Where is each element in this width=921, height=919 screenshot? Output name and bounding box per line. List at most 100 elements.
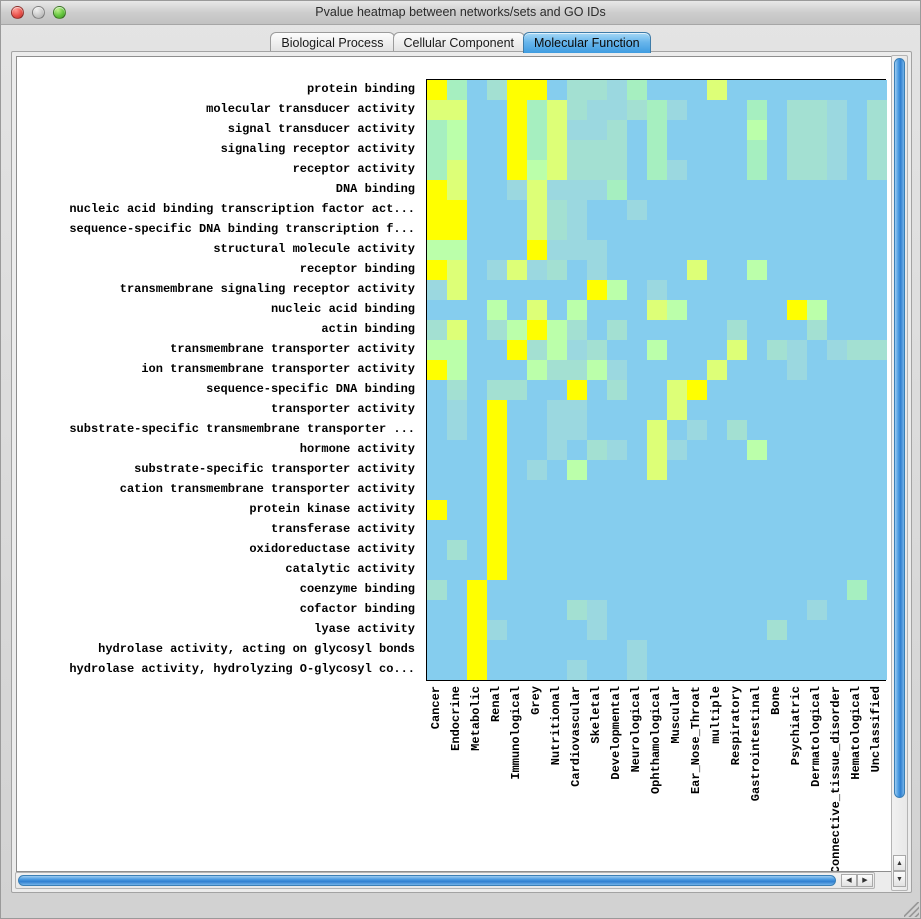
heatmap-cell[interactable]	[547, 240, 567, 260]
heatmap-cell[interactable]	[647, 220, 667, 240]
heatmap-cell[interactable]	[527, 300, 547, 320]
heatmap-cell[interactable]	[507, 460, 527, 480]
heatmap-cell[interactable]	[867, 200, 887, 220]
heatmap-cell[interactable]	[747, 340, 767, 360]
heatmap-cell[interactable]	[527, 120, 547, 140]
heatmap-cell[interactable]	[847, 160, 867, 180]
heatmap-cell[interactable]	[747, 160, 767, 180]
heatmap-cell[interactable]	[707, 240, 727, 260]
heatmap-cell[interactable]	[807, 240, 827, 260]
heatmap-cell[interactable]	[867, 620, 887, 640]
heatmap-cell[interactable]	[607, 320, 627, 340]
heatmap-cell[interactable]	[627, 340, 647, 360]
heatmap-cell[interactable]	[867, 80, 887, 100]
heatmap-cell[interactable]	[787, 480, 807, 500]
heatmap-cell[interactable]	[427, 560, 447, 580]
heatmap-cell[interactable]	[427, 600, 447, 620]
heatmap-cell[interactable]	[467, 640, 487, 660]
heatmap-cell[interactable]	[787, 440, 807, 460]
heatmap-cell[interactable]	[727, 640, 747, 660]
heatmap-cell[interactable]	[587, 460, 607, 480]
heatmap-cell[interactable]	[547, 540, 567, 560]
heatmap-cell[interactable]	[727, 320, 747, 340]
heatmap-cell[interactable]	[647, 320, 667, 340]
heatmap-cell[interactable]	[727, 160, 747, 180]
heatmap-cell[interactable]	[627, 580, 647, 600]
heatmap-cell[interactable]	[667, 240, 687, 260]
heatmap-cell[interactable]	[587, 300, 607, 320]
heatmap-cell[interactable]	[867, 100, 887, 120]
heatmap-cell[interactable]	[647, 560, 667, 580]
heatmap-cell[interactable]	[707, 520, 727, 540]
heatmap-cell[interactable]	[847, 220, 867, 240]
heatmap-cell[interactable]	[707, 160, 727, 180]
heatmap-cell[interactable]	[787, 380, 807, 400]
heatmap-cell[interactable]	[827, 340, 847, 360]
heatmap-cell[interactable]	[847, 340, 867, 360]
heatmap-cell[interactable]	[847, 420, 867, 440]
heatmap-cell[interactable]	[567, 240, 587, 260]
heatmap-cell[interactable]	[727, 360, 747, 380]
heatmap-cell[interactable]	[627, 220, 647, 240]
heatmap-cell[interactable]	[527, 80, 547, 100]
heatmap-cell[interactable]	[767, 620, 787, 640]
heatmap-cell[interactable]	[507, 420, 527, 440]
heatmap-cell[interactable]	[587, 580, 607, 600]
heatmap-cell[interactable]	[687, 580, 707, 600]
heatmap-cell[interactable]	[447, 440, 467, 460]
heatmap-cell[interactable]	[767, 260, 787, 280]
heatmap-cell[interactable]	[827, 300, 847, 320]
heatmap-cell[interactable]	[527, 100, 547, 120]
heatmap-cell[interactable]	[607, 580, 627, 600]
heatmap-cell[interactable]	[467, 620, 487, 640]
heatmap-cell[interactable]	[627, 120, 647, 140]
heatmap-cell[interactable]	[767, 520, 787, 540]
heatmap-cell[interactable]	[687, 640, 707, 660]
heatmap-cell[interactable]	[807, 640, 827, 660]
heatmap-cell[interactable]	[727, 340, 747, 360]
heatmap-cell[interactable]	[427, 540, 447, 560]
heatmap-cell[interactable]	[447, 660, 467, 680]
heatmap-cell[interactable]	[707, 400, 727, 420]
heatmap-cell[interactable]	[627, 140, 647, 160]
heatmap-cell[interactable]	[567, 200, 587, 220]
heatmap-cell[interactable]	[827, 260, 847, 280]
heatmap-cell[interactable]	[827, 440, 847, 460]
heatmap-cell[interactable]	[507, 100, 527, 120]
heatmap-cell[interactable]	[527, 200, 547, 220]
heatmap-cell[interactable]	[567, 440, 587, 460]
heatmap-cell[interactable]	[467, 660, 487, 680]
heatmap-cell[interactable]	[627, 100, 647, 120]
heatmap-cell[interactable]	[567, 80, 587, 100]
heatmap-cell[interactable]	[847, 120, 867, 140]
heatmap-cell[interactable]	[627, 420, 647, 440]
heatmap-cell[interactable]	[487, 560, 507, 580]
heatmap-cell[interactable]	[487, 340, 507, 360]
heatmap-cell[interactable]	[867, 240, 887, 260]
heatmap-cell[interactable]	[807, 280, 827, 300]
heatmap-cell[interactable]	[687, 380, 707, 400]
heatmap-cell[interactable]	[647, 180, 667, 200]
heatmap-cell[interactable]	[827, 200, 847, 220]
heatmap-cell[interactable]	[707, 260, 727, 280]
heatmap-cell[interactable]	[507, 140, 527, 160]
heatmap-cell[interactable]	[507, 180, 527, 200]
heatmap-cell[interactable]	[707, 140, 727, 160]
heatmap-cell[interactable]	[767, 560, 787, 580]
heatmap-cell[interactable]	[727, 400, 747, 420]
heatmap-cell[interactable]	[727, 560, 747, 580]
heatmap-cell[interactable]	[707, 280, 727, 300]
heatmap-cell[interactable]	[827, 620, 847, 640]
heatmap-cell[interactable]	[687, 260, 707, 280]
heatmap-cell[interactable]	[667, 140, 687, 160]
heatmap-cell[interactable]	[587, 200, 607, 220]
heatmap-cell[interactable]	[547, 460, 567, 480]
heatmap-cell[interactable]	[647, 200, 667, 220]
heatmap-cell[interactable]	[867, 360, 887, 380]
heatmap-cell[interactable]	[747, 380, 767, 400]
heatmap-cell[interactable]	[707, 560, 727, 580]
heatmap-cell[interactable]	[607, 480, 627, 500]
heatmap-cell[interactable]	[487, 220, 507, 240]
heatmap-cell[interactable]	[767, 320, 787, 340]
heatmap-cell[interactable]	[467, 80, 487, 100]
